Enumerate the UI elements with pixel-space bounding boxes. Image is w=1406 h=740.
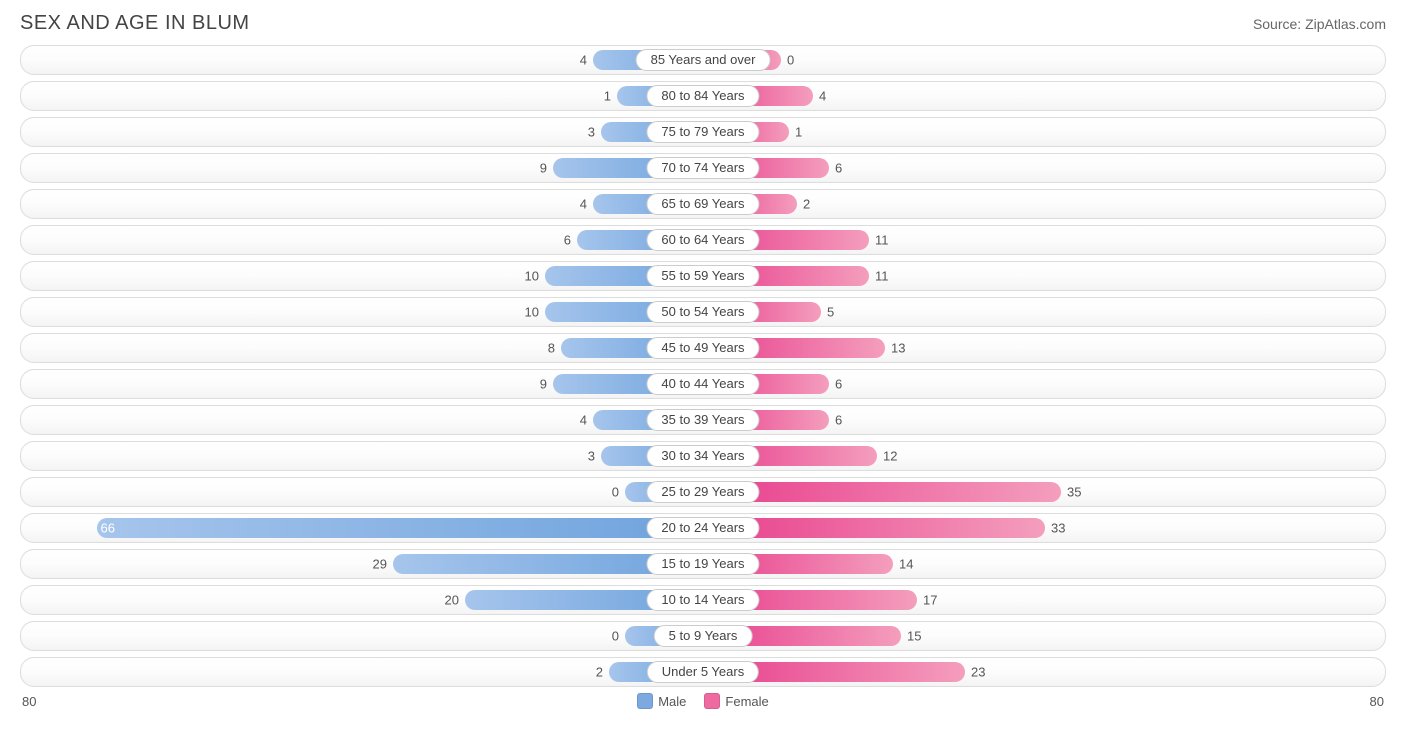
age-group-label: 30 to 34 Years — [646, 445, 759, 467]
age-group-label: 80 to 84 Years — [646, 85, 759, 107]
age-group-label: 25 to 29 Years — [646, 481, 759, 503]
axis-max-left: 80 — [22, 694, 36, 709]
male-value: 8 — [548, 341, 555, 356]
female-value: 5 — [827, 305, 834, 320]
female-value: 6 — [835, 377, 842, 392]
female-value: 2 — [803, 197, 810, 212]
legend-female-label: Female — [725, 694, 768, 709]
age-group-label: 55 to 59 Years — [646, 265, 759, 287]
male-value: 20 — [445, 593, 459, 608]
female-value: 11 — [875, 233, 889, 248]
pyramid-row: 85 Years and over 4 0 — [20, 45, 1386, 75]
male-value: 4 — [580, 197, 587, 212]
age-group-label: 5 to 9 Years — [654, 625, 753, 647]
age-group-label: 70 to 74 Years — [646, 157, 759, 179]
female-value: 6 — [835, 413, 842, 428]
pyramid-row: 75 to 79 Years 3 1 — [20, 117, 1386, 147]
age-group-label: 10 to 14 Years — [646, 589, 759, 611]
male-bar — [97, 518, 703, 538]
female-value: 33 — [1051, 521, 1065, 536]
female-value: 6 — [835, 161, 842, 176]
age-group-label: 65 to 69 Years — [646, 193, 759, 215]
age-group-label: 20 to 24 Years — [646, 517, 759, 539]
chart-source: Source: ZipAtlas.com — [1253, 12, 1386, 32]
pyramid-row: 30 to 34 Years 3 12 — [20, 441, 1386, 471]
axis-max-right: 80 — [1370, 694, 1384, 709]
female-value: 17 — [923, 593, 937, 608]
pyramid-row: 65 to 69 Years 4 2 — [20, 189, 1386, 219]
pyramid-row: 40 to 44 Years 9 6 — [20, 369, 1386, 399]
pyramid-row: 25 to 29 Years 0 35 — [20, 477, 1386, 507]
pyramid-row: 35 to 39 Years 4 6 — [20, 405, 1386, 435]
female-value: 14 — [899, 557, 913, 572]
male-value: 1 — [604, 89, 611, 104]
legend-female: Female — [704, 693, 768, 709]
female-value: 4 — [819, 89, 826, 104]
age-group-label: 45 to 49 Years — [646, 337, 759, 359]
male-value: 3 — [588, 449, 595, 464]
male-value: 4 — [580, 413, 587, 428]
male-value: 9 — [540, 161, 547, 176]
age-group-label: 50 to 54 Years — [646, 301, 759, 323]
male-value: 66 — [101, 521, 115, 536]
population-pyramid: 85 Years and over4080 to 84 Years1475 to… — [20, 45, 1386, 687]
male-value: 29 — [373, 557, 387, 572]
male-value: 3 — [588, 125, 595, 140]
male-value: 10 — [525, 305, 539, 320]
pyramid-row: 50 to 54 Years 10 5 — [20, 297, 1386, 327]
pyramid-row: 5 to 9 Years 0 15 — [20, 621, 1386, 651]
pyramid-row: 60 to 64 Years 6 11 — [20, 225, 1386, 255]
pyramid-row: 70 to 74 Years 9 6 — [20, 153, 1386, 183]
age-group-label: 15 to 19 Years — [646, 553, 759, 575]
male-swatch-icon — [637, 693, 653, 709]
pyramid-row: Under 5 Years 2 23 — [20, 657, 1386, 687]
male-value: 2 — [596, 665, 603, 680]
chart-header: SEX AND AGE IN BLUM Source: ZipAtlas.com — [20, 12, 1386, 45]
chart-frame: SEX AND AGE IN BLUM Source: ZipAtlas.com… — [0, 0, 1406, 740]
female-value: 35 — [1067, 485, 1081, 500]
female-value: 0 — [787, 53, 794, 68]
legend: Male Female — [637, 693, 769, 709]
pyramid-row: 45 to 49 Years 8 13 — [20, 333, 1386, 363]
pyramid-row: 55 to 59 Years 10 11 — [20, 261, 1386, 291]
male-value: 9 — [540, 377, 547, 392]
chart-footer: 80 Male Female 80 — [20, 687, 1386, 709]
female-swatch-icon — [704, 693, 720, 709]
male-value: 0 — [612, 485, 619, 500]
age-group-label: 75 to 79 Years — [646, 121, 759, 143]
female-value: 23 — [971, 665, 985, 680]
pyramid-row: 20 to 24 Years 66 33 — [20, 513, 1386, 543]
female-value: 12 — [883, 449, 897, 464]
male-value: 4 — [580, 53, 587, 68]
age-group-label: 35 to 39 Years — [646, 409, 759, 431]
chart-title: SEX AND AGE IN BLUM — [20, 12, 250, 35]
male-value: 6 — [564, 233, 571, 248]
female-value: 13 — [891, 341, 905, 356]
age-group-label: 40 to 44 Years — [646, 373, 759, 395]
legend-male: Male — [637, 693, 686, 709]
female-value: 15 — [907, 629, 921, 644]
female-value: 1 — [795, 125, 802, 140]
male-value: 0 — [612, 629, 619, 644]
pyramid-row: 80 to 84 Years 1 4 — [20, 81, 1386, 111]
legend-male-label: Male — [658, 694, 686, 709]
male-value: 10 — [525, 269, 539, 284]
age-group-label: 85 Years and over — [636, 49, 771, 71]
female-value: 11 — [875, 269, 889, 284]
age-group-label: Under 5 Years — [647, 661, 759, 683]
pyramid-row: 15 to 19 Years 29 14 — [20, 549, 1386, 579]
pyramid-row: 10 to 14 Years 20 17 — [20, 585, 1386, 615]
age-group-label: 60 to 64 Years — [646, 229, 759, 251]
